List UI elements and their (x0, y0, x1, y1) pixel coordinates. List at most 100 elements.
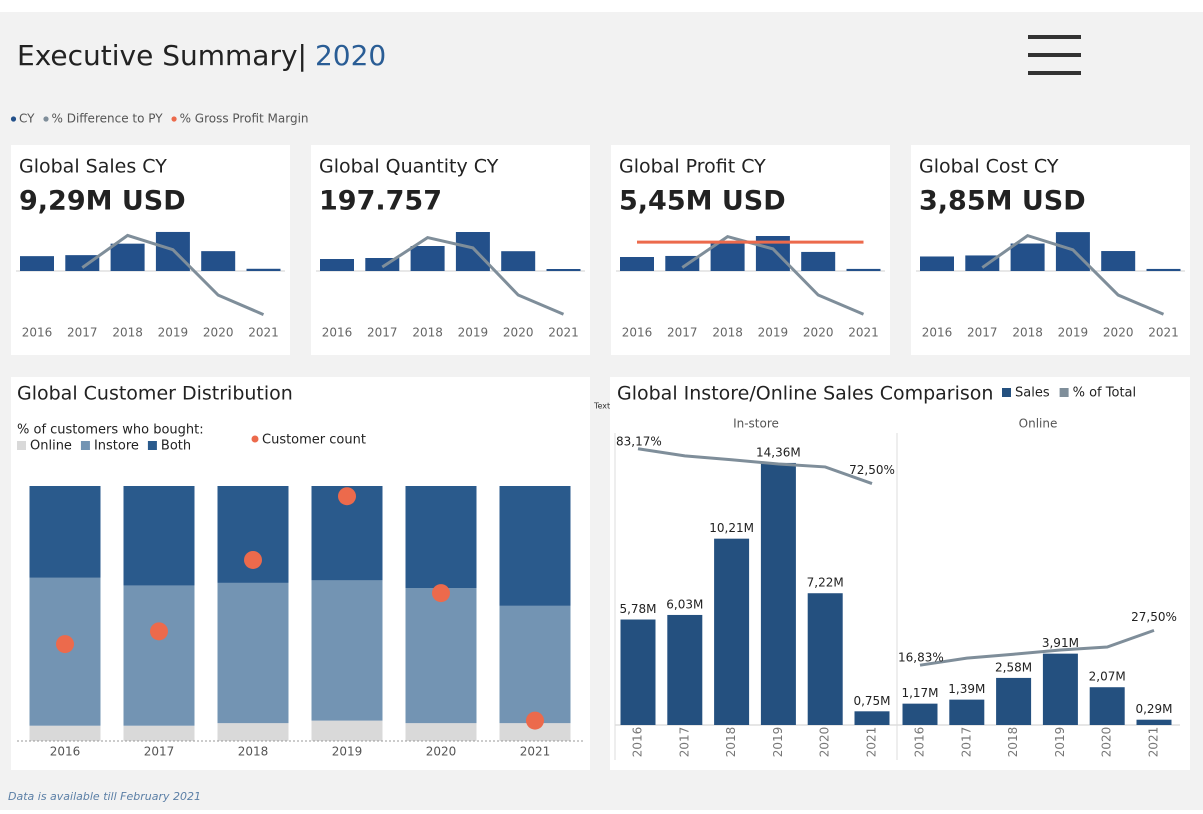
bar-segment (123, 585, 195, 726)
line-label: 27,50% (1131, 610, 1177, 624)
bar-segment (499, 605, 571, 724)
bar-segment (499, 723, 571, 741)
bar (246, 268, 281, 271)
x-tick-label: 2021 (520, 745, 551, 759)
bar-segment (123, 725, 195, 741)
card-title: Global Profit CY (619, 156, 766, 178)
legend-dot (171, 116, 177, 122)
page-title: Executive Summary| 2020 (17, 39, 386, 72)
bar (667, 614, 703, 725)
line (381, 235, 565, 316)
card-title: Global Instore/Online Sales Comparison (617, 383, 993, 405)
bar-label: 14,36M (756, 445, 801, 459)
bar (1146, 268, 1181, 271)
kpi-value: 9,29M USD (19, 186, 186, 217)
line-label: 16,83% (898, 651, 944, 665)
bar-segment (311, 720, 383, 741)
x-tick-label: 2016 (913, 727, 927, 758)
bar (801, 251, 836, 271)
x-tick-label: 2018 (712, 326, 743, 340)
menu-button[interactable] (1022, 30, 1088, 80)
x-tick-label: 2019 (1053, 727, 1067, 758)
kpi-value: 5,45M USD (619, 186, 786, 217)
bar-label: 1,39M (948, 682, 985, 696)
x-tick-label: 2019 (332, 745, 363, 759)
bar-segment (405, 588, 477, 724)
facet-label: In-store (733, 417, 779, 431)
x-tick-label: 2018 (1006, 727, 1020, 758)
bar (710, 243, 745, 271)
kpi-value: 197.757 (319, 186, 442, 217)
dot (56, 635, 74, 654)
bar (760, 462, 796, 725)
bar-label: 3,91M (1042, 636, 1079, 650)
bar-segment (217, 582, 289, 724)
bar-segment (29, 486, 101, 578)
line-label: 83,17% (616, 434, 662, 448)
line (81, 233, 265, 316)
bar (920, 256, 954, 271)
line-label: 72,50% (849, 463, 895, 477)
card (911, 145, 1190, 355)
bar-segment (499, 486, 571, 606)
bar-segment (311, 580, 383, 721)
title-text: Executive Summary| (17, 39, 307, 72)
x-tick-label: 2017 (959, 727, 973, 758)
bar (902, 703, 938, 725)
x-tick-label: 2021 (248, 326, 279, 340)
dot (244, 550, 262, 569)
bar (665, 255, 700, 271)
bar (20, 256, 54, 271)
card (311, 145, 590, 355)
legend-label: Online (30, 439, 72, 454)
x-tick-label: 2021 (1147, 727, 1161, 758)
stray-label: Text (593, 402, 610, 411)
x-tick-label: 2017 (677, 727, 691, 758)
card-title: Global Customer Distribution (17, 383, 293, 405)
legend-label: % Gross Profit Margin (180, 112, 309, 126)
bar (949, 699, 985, 725)
bar-segment (405, 486, 477, 588)
x-tick-label: 2016 (322, 326, 353, 340)
legend-dot (251, 435, 259, 443)
x-tick-label: 2017 (367, 326, 398, 340)
x-tick-label: 2016 (50, 745, 81, 759)
legend-label: Both (161, 439, 191, 454)
bar (965, 255, 1000, 271)
bar (620, 257, 654, 271)
card-title: Global Sales CY (19, 156, 167, 178)
x-tick-label: 2019 (1058, 326, 1089, 340)
legend-label: % of Total (1073, 386, 1137, 401)
bar (620, 619, 656, 725)
legend-swatch (1002, 388, 1011, 397)
legend-dot (10, 116, 17, 122)
bar-label: 0,75M (853, 694, 890, 708)
bar-label: 1,17M (901, 686, 938, 700)
subtitle: % of customers who bought: (17, 423, 204, 438)
dot (526, 711, 544, 730)
card (611, 145, 890, 355)
bar (854, 711, 890, 725)
x-tick-label: 2019 (458, 326, 489, 340)
bar (1010, 243, 1045, 271)
x-tick-label: 2019 (771, 727, 785, 758)
kpi-value: 3,85M USD (919, 186, 1086, 217)
bar (320, 259, 354, 271)
x-tick-label: 2020 (1100, 727, 1114, 758)
line (637, 447, 873, 485)
legend-swatch (17, 441, 26, 450)
legend-swatch (80, 441, 90, 450)
legend-swatch (1059, 388, 1069, 397)
dot (338, 487, 356, 506)
line (681, 234, 865, 316)
line (919, 628, 1155, 667)
x-tick-label: 2020 (426, 745, 457, 759)
legend-label: % Difference to PY (52, 112, 164, 126)
x-tick-label: 2017 (144, 745, 175, 759)
x-tick-label: 2018 (412, 326, 443, 340)
title-year: 2020 (315, 39, 386, 72)
bar (546, 269, 581, 271)
dot (432, 584, 450, 603)
